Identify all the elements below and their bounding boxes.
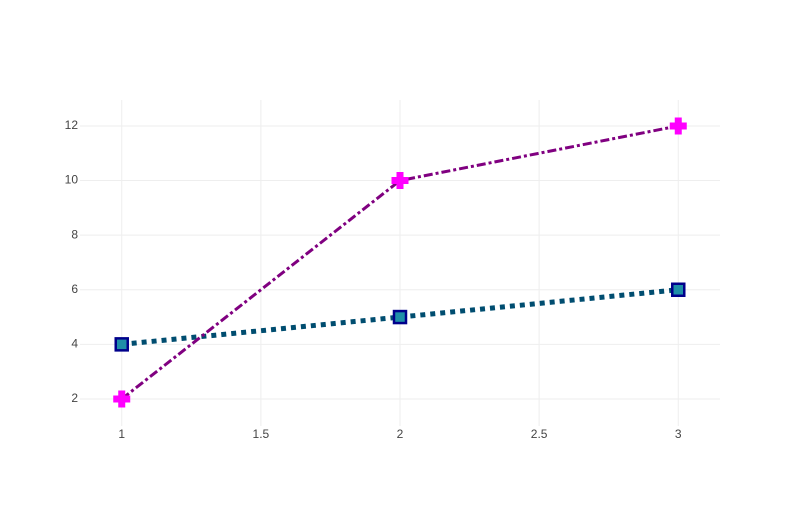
y-tick-label: 8 bbox=[71, 227, 78, 241]
x-tick-label: 2.5 bbox=[531, 427, 548, 441]
marker bbox=[669, 117, 687, 135]
marker bbox=[392, 309, 408, 325]
x-tick-label: 2 bbox=[397, 427, 404, 441]
x-tick-label: 3 bbox=[675, 427, 682, 441]
marker bbox=[671, 282, 686, 298]
x-tick-label: 1.5 bbox=[253, 427, 270, 441]
marker bbox=[114, 337, 129, 352]
y-tick-label: 2 bbox=[71, 391, 78, 405]
marker bbox=[113, 390, 131, 408]
series-line bbox=[120, 124, 679, 401]
y-tick-label: 6 bbox=[71, 282, 78, 296]
series-line bbox=[121, 287, 679, 347]
x-tick-label: 1 bbox=[118, 427, 125, 441]
marker bbox=[391, 172, 409, 190]
y-tick-label: 12 bbox=[65, 118, 79, 132]
y-tick-label: 10 bbox=[65, 173, 79, 187]
y-tick-label: 4 bbox=[71, 337, 78, 351]
